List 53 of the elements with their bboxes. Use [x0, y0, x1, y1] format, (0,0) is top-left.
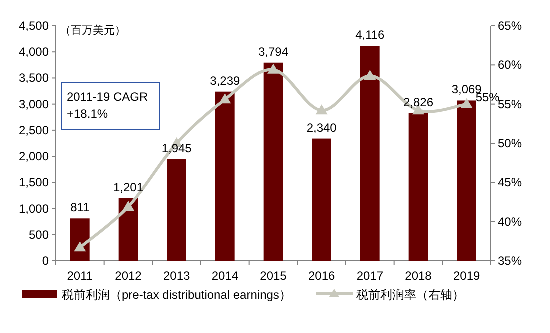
- y-tick-label: 2,000: [18, 150, 50, 164]
- x-tick-label: 2019: [453, 269, 481, 283]
- point: [316, 104, 328, 115]
- annotation: 2011-19 CAGR +18.1%: [67, 90, 148, 121]
- data-label: 2,826: [403, 95, 434, 110]
- y-tick-label: 500: [28, 228, 50, 242]
- data-label: 4,116: [356, 28, 386, 42]
- y-tick-label: 4,500: [18, 19, 50, 33]
- point: [268, 64, 280, 74]
- x-tick-label: 2013: [163, 269, 191, 283]
- y-tick-label: 1,000: [18, 202, 50, 216]
- point: [122, 200, 134, 211]
- data-label: 3,794: [258, 44, 289, 59]
- y-tick-label: 4,000: [18, 45, 50, 60]
- y2-tick-label: 45%: [498, 176, 522, 190]
- bar: [216, 92, 235, 261]
- x-tick-label: 2016: [308, 269, 336, 283]
- legend-label: 税前利润（pre-tax distributional earnings）: [62, 288, 292, 302]
- y2-tick-label: 60%: [498, 58, 522, 72]
- point: [74, 242, 86, 252]
- x-tick-label: 2014: [212, 269, 239, 283]
- point: [219, 94, 232, 104]
- y-tick-label: 3,500: [18, 71, 50, 86]
- y-tick-label: 0: [42, 254, 50, 268]
- y-tick-label: 1,500: [18, 176, 50, 190]
- y2-tick-label: 50%: [498, 136, 522, 150]
- point: [364, 70, 376, 80]
- y2-tick-label: 35%: [498, 254, 522, 268]
- data-label: 2,340: [306, 120, 338, 135]
- point: [460, 98, 473, 108]
- data-label: 1,201: [113, 180, 144, 194]
- bar: [457, 100, 476, 261]
- bar: [118, 198, 138, 261]
- y2-tick-label: 55%: [498, 97, 522, 112]
- data-label: 3,239: [210, 74, 241, 88]
- x-tick-label: 2012: [115, 269, 142, 283]
- bar: [264, 62, 284, 261]
- x-tick-label: 2017: [356, 269, 384, 283]
- bar: [408, 113, 428, 261]
- legend-label: 税前利润率（右轴）: [356, 288, 464, 302]
- y-tick-label: 2,500: [18, 123, 50, 138]
- bar: [360, 46, 380, 261]
- bar: [312, 138, 332, 261]
- y2-tick-label: 65%: [498, 19, 522, 33]
- x-tick-label: 2011: [67, 269, 94, 283]
- bar: [167, 159, 186, 261]
- x-tick-label: 2018: [405, 269, 432, 283]
- data-label: 1,945: [162, 141, 192, 156]
- y-axis-title: （百万美元）: [60, 24, 126, 37]
- data-label: 811: [70, 200, 90, 215]
- y-tick-label: 3,000: [18, 97, 50, 112]
- x-tick-label: 2015: [260, 269, 288, 283]
- y2-tick-label: 40%: [498, 214, 522, 229]
